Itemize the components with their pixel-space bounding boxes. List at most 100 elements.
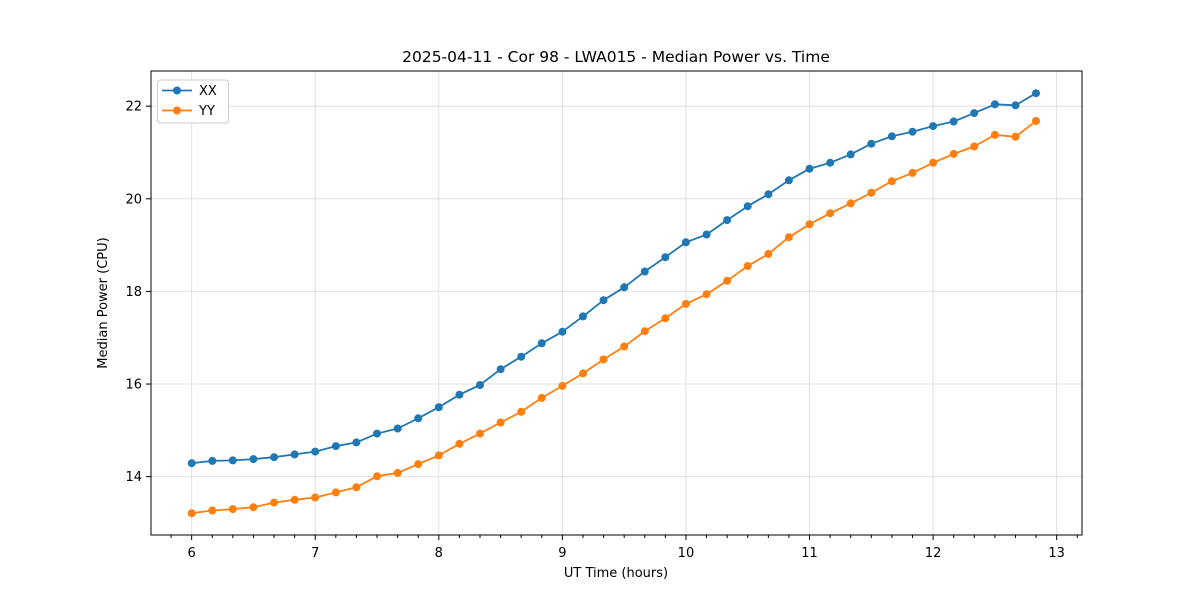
data-point-XX: [537, 339, 546, 348]
x-tick-label: 11: [801, 546, 818, 561]
data-point-YY: [517, 407, 526, 416]
data-point-YY: [826, 209, 835, 218]
x-tick-label: 13: [1048, 546, 1065, 561]
legend: XX YY: [157, 79, 229, 124]
series-line-XX: [190, 92, 1037, 465]
data-point-YY: [434, 451, 443, 460]
data-point-YY: [887, 177, 896, 186]
legend-label: YY: [198, 104, 215, 119]
data-point-XX: [784, 176, 793, 185]
data-point-XX: [908, 127, 917, 136]
x-tick-label: 9: [558, 546, 566, 561]
series-line-YY: [190, 120, 1037, 515]
data-point-XX: [290, 450, 299, 459]
data-point-XX: [599, 296, 608, 305]
data-point-YY: [455, 439, 464, 448]
data-point-XX: [393, 424, 402, 433]
data-point-YY: [1032, 117, 1040, 125]
y-tick-label: 16: [125, 378, 142, 393]
data-point-YY: [599, 355, 608, 364]
data-point-YY: [1011, 132, 1020, 141]
data-point-XX: [579, 312, 587, 321]
x-tick-label: 6: [188, 546, 196, 561]
data-point-YY: [908, 168, 917, 177]
data-point-YY: [331, 488, 340, 497]
data-point-XX: [434, 403, 443, 412]
data-point-YY: [496, 418, 505, 427]
data-point-YY: [702, 290, 711, 299]
data-point-XX: [208, 456, 217, 465]
data-point-XX: [640, 267, 649, 276]
series-layer: [187, 89, 1040, 518]
data-point-XX: [867, 139, 876, 148]
data-point-XX: [187, 459, 196, 468]
data-point-YY: [537, 393, 546, 402]
data-point-YY: [208, 506, 217, 515]
data-point-XX: [311, 447, 320, 456]
data-point-XX: [558, 327, 567, 336]
y-tick-label: 20: [125, 192, 142, 207]
data-point-XX: [414, 414, 423, 423]
data-point-XX: [702, 230, 711, 239]
data-point-XX: [517, 352, 526, 361]
data-point-YY: [290, 495, 299, 504]
x-tick-label: 12: [925, 546, 942, 561]
data-point-XX: [249, 455, 258, 464]
data-point-YY: [723, 276, 732, 285]
data-point-XX: [496, 365, 505, 374]
y-tick-label: 14: [125, 470, 142, 485]
data-point-XX: [949, 117, 958, 126]
data-point-XX: [681, 238, 690, 247]
data-point-YY: [187, 509, 196, 518]
data-point-YY: [228, 505, 237, 514]
tick-labels-layer: 6 7 8 9 10 11 12 13 14 16 18 20 22: [125, 100, 1064, 561]
data-point-YY: [867, 188, 876, 197]
data-point-XX: [743, 202, 752, 211]
data-point-XX: [228, 456, 237, 465]
data-point-YY: [681, 299, 690, 308]
data-point-YY: [929, 158, 938, 167]
data-point-YY: [352, 483, 361, 492]
data-point-YY: [743, 262, 752, 270]
plot-border: [150, 70, 1083, 536]
data-point-XX: [970, 109, 979, 118]
data-point-YY: [373, 472, 381, 481]
data-point-YY: [764, 249, 773, 258]
data-point-XX: [352, 438, 361, 447]
data-point-XX: [846, 150, 855, 159]
data-point-YY: [249, 503, 258, 512]
data-point-YY: [640, 327, 649, 336]
data-point-XX: [1032, 89, 1040, 98]
x-tick-label: 8: [435, 546, 443, 561]
data-point-YY: [661, 314, 670, 323]
data-point-XX: [373, 429, 381, 438]
y-tick-label: 18: [125, 285, 142, 300]
data-point-XX: [476, 381, 484, 389]
data-point-YY: [805, 220, 814, 229]
data-point-XX: [887, 132, 896, 141]
data-point-YY: [414, 460, 423, 469]
data-point-XX: [270, 453, 279, 462]
data-point-YY: [620, 342, 629, 351]
data-point-XX: [805, 164, 814, 173]
x-axis-label: UT Time (hours): [564, 566, 668, 581]
data-point-YY: [558, 381, 567, 390]
data-point-XX: [661, 253, 670, 262]
x-tick-label: 7: [311, 546, 319, 561]
legend-marker: [173, 106, 181, 115]
x-tick-label: 10: [678, 546, 695, 561]
data-point-YY: [970, 142, 979, 151]
legend-marker: [173, 86, 181, 95]
data-point-XX: [826, 158, 835, 167]
y-tick-label: 22: [125, 100, 142, 115]
data-point-YY: [846, 199, 855, 208]
ticks-layer: [146, 105, 1078, 540]
data-point-XX: [723, 216, 732, 225]
data-point-YY: [311, 493, 320, 502]
data-point-XX: [455, 390, 464, 399]
data-point-XX: [620, 283, 629, 292]
data-point-XX: [990, 100, 999, 109]
chart-title: 2025-04-11 - Cor 98 - LWA015 - Median Po…: [402, 48, 830, 66]
